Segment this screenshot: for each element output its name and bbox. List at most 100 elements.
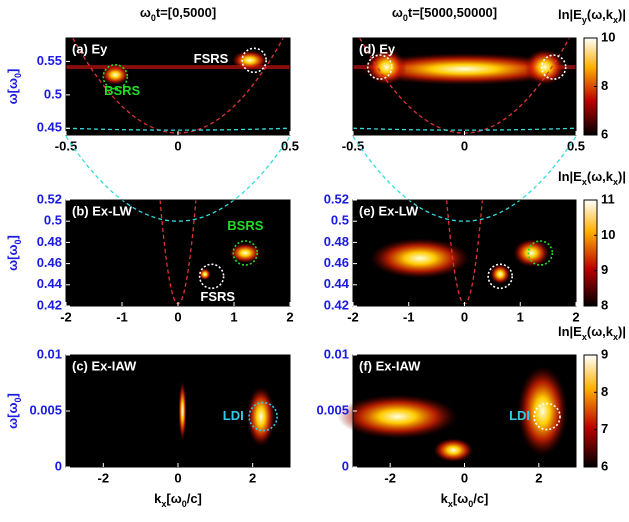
y-tick-label: 0.48 xyxy=(324,234,349,249)
x-axis-label-part: [ω xyxy=(453,491,468,506)
y-tick-label: 0.44 xyxy=(37,276,63,291)
y-axis-label: ω[ω0] xyxy=(5,235,23,271)
x-tick-label: -2 xyxy=(384,470,396,485)
x-tick-label: -0.5 xyxy=(342,138,364,153)
y-axis-label: ω[ω0] xyxy=(5,69,23,105)
x-axis-label-part: /c] xyxy=(473,491,488,506)
highlight-circle xyxy=(232,240,258,266)
y-tick-label: 0.005 xyxy=(316,402,349,417)
x-tick-label: 0 xyxy=(461,138,468,153)
colorbar-label-part: )| xyxy=(618,169,626,184)
panel-title-part: ω xyxy=(140,5,151,20)
x-axis-label-part: x xyxy=(448,499,453,509)
y-tick-label: 0.01 xyxy=(324,346,349,361)
x-axis-label-part: k xyxy=(441,491,449,506)
x-axis-label-part: 0 xyxy=(468,499,473,509)
dispersion-curve xyxy=(65,127,291,131)
panel-label: (c) Ex-IAW xyxy=(72,358,137,373)
y-axis-label-part: 0 xyxy=(13,398,23,403)
x-tick-label: 0 xyxy=(174,138,181,153)
x-tick-label: -2 xyxy=(98,470,110,485)
x-tick-label: -0.5 xyxy=(55,138,77,153)
highlight-circle xyxy=(241,47,267,74)
colorbar-label-part: y xyxy=(582,15,587,25)
panel-title-part: 0 xyxy=(403,13,408,23)
colorbar-label-part: )| xyxy=(618,324,626,339)
colorbar-label-part: (ω,k xyxy=(587,7,614,22)
y-tick-label: 0.5 xyxy=(331,213,349,228)
panel-title: ω0t=[0,5000] xyxy=(140,5,216,23)
colorbar-tick-label: 8 xyxy=(601,78,608,93)
colorbar-tick-label: 6 xyxy=(601,126,608,141)
colorbar-tick-label: 6 xyxy=(601,458,608,473)
panel-label: (f) Ex-IAW xyxy=(359,358,421,373)
colorbar-tick-label: 8 xyxy=(601,297,608,312)
colorbar-label-part: ln|E xyxy=(558,169,582,184)
colorbar-label-part: x xyxy=(582,177,587,187)
highlight-circle xyxy=(366,54,393,80)
colorbar-tick-label: 10 xyxy=(601,227,615,242)
y-tick-label: 0.55 xyxy=(37,53,62,68)
y-axis-label-part: ] xyxy=(5,393,20,397)
colorbar-label-part: ln|E xyxy=(558,324,582,339)
y-tick-label: 0.44 xyxy=(324,276,350,291)
highlight-circle xyxy=(533,402,561,431)
heatmap-glow xyxy=(354,53,575,86)
colorbar-label: ln|Ex(ω,kx)| xyxy=(558,169,626,187)
y-tick-label: 0.45 xyxy=(37,120,62,135)
heatmap-glow xyxy=(229,243,262,263)
colorbar-tick-label: 8 xyxy=(601,384,608,399)
annotation: LDI xyxy=(223,408,244,423)
y-tick-label: 0.005 xyxy=(29,402,62,417)
y-tick-label: 0 xyxy=(55,458,62,473)
y-tick-label: 0.46 xyxy=(324,255,349,270)
highlight-circle xyxy=(540,54,567,80)
colorbar-tick-label: 10 xyxy=(601,29,615,44)
colorbar-label-part: x xyxy=(613,177,618,187)
x-tick-label: 1 xyxy=(230,309,237,324)
colorbar-tick-label: 7 xyxy=(601,421,608,436)
y-tick-label: 0.46 xyxy=(37,255,62,270)
heatmap-band xyxy=(66,65,290,70)
y-tick-label: 0.42 xyxy=(37,297,62,312)
colorbar-label: ln|Ex(ω,kx)| xyxy=(558,324,626,342)
heatmap-glow xyxy=(198,268,211,281)
panel-label: (b) Ex-LW xyxy=(72,203,133,218)
y-axis-label-part: ] xyxy=(5,235,20,239)
y-axis-label-part: ω[ω xyxy=(5,78,20,104)
y-axis-label-part: ω[ω xyxy=(5,245,20,271)
x-tick-label: -1 xyxy=(403,309,415,324)
y-tick-label: 0.5 xyxy=(44,213,62,228)
annotation: BSRS xyxy=(104,83,140,98)
heatmap-glow xyxy=(513,239,550,267)
y-tick-label: 0.52 xyxy=(324,191,349,206)
y-axis-label-part: 0 xyxy=(13,73,23,78)
heatmap-glow xyxy=(524,49,565,86)
heatmap-glow xyxy=(490,264,511,285)
colorbar-tick-label: 9 xyxy=(601,262,608,277)
heatmap-glow xyxy=(366,49,407,86)
y-tick-label: 0.48 xyxy=(37,234,62,249)
colorbar-tick-label: 11 xyxy=(601,191,615,206)
colorbar-label-part: x xyxy=(582,332,587,342)
x-axis-label: kx[ω0/c] xyxy=(154,491,202,509)
y-axis-label: ω[ω0] xyxy=(5,393,23,429)
y-tick-label: 0.5 xyxy=(44,86,62,101)
x-tick-label: -2 xyxy=(60,309,72,324)
panel-title-part: t=[0,5000] xyxy=(156,5,216,20)
highlight-circle xyxy=(248,401,278,432)
heatmap-glow xyxy=(231,50,268,71)
x-axis-label-part: [ω xyxy=(166,491,181,506)
colorbar xyxy=(583,354,598,468)
x-axis-label-part: x xyxy=(161,499,166,509)
x-tick-label: -2 xyxy=(347,309,359,324)
annotation: FSRS xyxy=(194,51,229,66)
annotation: FSRS xyxy=(200,289,235,304)
panel-title-part: t=[5000,50000] xyxy=(408,5,497,20)
heatmap-glow xyxy=(246,386,275,447)
panel-title-part: 0 xyxy=(151,13,156,23)
highlight-circle xyxy=(102,64,129,90)
x-axis-label: kx[ω0/c] xyxy=(441,491,489,509)
x-tick-label: 2 xyxy=(249,470,256,485)
